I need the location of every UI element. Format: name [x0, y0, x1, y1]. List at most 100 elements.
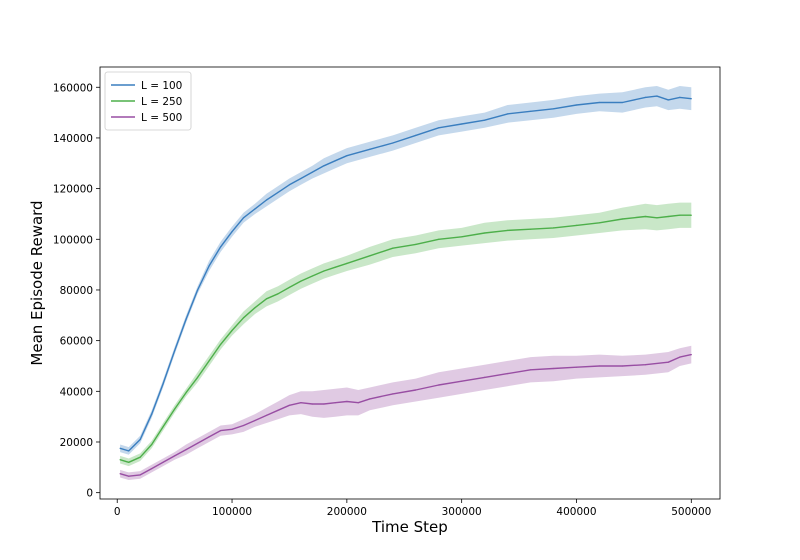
y-tick-label: 20000	[60, 437, 93, 449]
data-point	[575, 104, 578, 106]
data-point	[461, 380, 463, 382]
data-point	[174, 350, 176, 352]
data-point	[197, 376, 199, 378]
data-point	[231, 329, 233, 332]
data-point	[208, 436, 210, 438]
data-point	[300, 177, 302, 180]
data-point	[415, 389, 417, 391]
data-point	[484, 376, 486, 378]
data-point	[197, 289, 199, 291]
data-point	[119, 459, 121, 461]
data-point	[185, 392, 187, 394]
data-point	[552, 227, 555, 229]
y-tick-label: 140000	[53, 133, 93, 145]
x-tick-label: 200000	[327, 506, 367, 518]
data-point	[334, 266, 336, 268]
data-point	[162, 461, 164, 463]
x-tick-label: 500000	[671, 506, 711, 518]
data-point	[415, 134, 417, 136]
data-point	[208, 265, 210, 267]
data-point	[220, 343, 222, 345]
data-point	[621, 218, 624, 220]
data-point	[369, 398, 371, 400]
data-point	[346, 155, 348, 157]
data-point	[507, 373, 509, 375]
x-axis-label: Time Step	[371, 518, 448, 536]
data-point	[679, 96, 681, 98]
data-point	[231, 231, 233, 233]
data-point	[392, 142, 394, 144]
data-point	[128, 475, 130, 477]
data-point	[185, 449, 187, 451]
data-point	[656, 95, 658, 97]
x-axis-ticks: 0 100000 200000 300000 400000 500000	[114, 499, 711, 518]
data-point	[265, 414, 268, 416]
data-point	[552, 367, 555, 370]
data-point	[346, 262, 348, 264]
data-point	[300, 402, 302, 404]
data-point	[128, 450, 130, 452]
data-point	[438, 238, 440, 240]
data-point	[507, 113, 509, 115]
data-point	[656, 217, 658, 219]
y-axis-ticks: 0 20000 40000 60000 80000 100000 120000 140000 1…	[53, 82, 100, 500]
data-point	[530, 369, 532, 371]
data-point	[231, 428, 233, 430]
data-point	[530, 228, 532, 230]
data-point	[346, 400, 348, 403]
data-point	[220, 246, 222, 248]
data-point	[311, 275, 313, 277]
data-point	[197, 442, 199, 444]
data-point	[461, 123, 463, 125]
data-point	[254, 419, 256, 422]
data-point	[162, 383, 164, 385]
data-point	[484, 232, 486, 234]
data-point	[598, 101, 601, 104]
data-point	[288, 404, 290, 406]
data-point	[323, 403, 325, 405]
band-series-2	[120, 202, 692, 467]
y-axis-label: Mean Episode Reward	[28, 200, 46, 365]
line-series-2	[119, 214, 692, 463]
data-point	[598, 365, 601, 367]
data-point	[461, 236, 463, 238]
y-tick-label: 0	[86, 488, 93, 500]
series-lines	[119, 95, 692, 477]
data-point	[392, 247, 394, 249]
line-series-1	[119, 95, 692, 452]
data-point	[174, 408, 176, 410]
line-series-3	[119, 353, 692, 477]
data-point	[369, 148, 371, 150]
data-point	[300, 280, 302, 282]
data-point	[690, 98, 692, 100]
data-point	[667, 99, 669, 101]
data-point	[690, 214, 692, 216]
y-tick-label: 60000	[60, 336, 93, 348]
x-tick-label: 400000	[556, 506, 596, 518]
data-point	[667, 215, 669, 218]
data-point	[621, 365, 624, 367]
data-point	[575, 224, 578, 226]
data-point	[369, 255, 371, 257]
data-point	[151, 468, 153, 470]
data-point	[311, 403, 313, 405]
x-tick-label: 100000	[212, 506, 252, 518]
data-point	[119, 447, 121, 449]
data-point	[311, 171, 313, 173]
x-tick-label: 0	[114, 506, 121, 518]
data-point	[151, 413, 153, 415]
data-point	[690, 354, 692, 356]
data-point	[530, 110, 532, 112]
data-point	[242, 317, 245, 319]
legend-label: L = 250	[141, 96, 182, 108]
y-tick-label: 80000	[60, 285, 93, 297]
data-point	[334, 160, 336, 162]
data-point	[575, 366, 578, 368]
data-point	[357, 402, 359, 404]
data-point	[265, 199, 268, 201]
data-point	[119, 473, 121, 475]
data-point	[621, 101, 624, 104]
data-point	[484, 119, 486, 121]
data-point	[162, 426, 164, 428]
